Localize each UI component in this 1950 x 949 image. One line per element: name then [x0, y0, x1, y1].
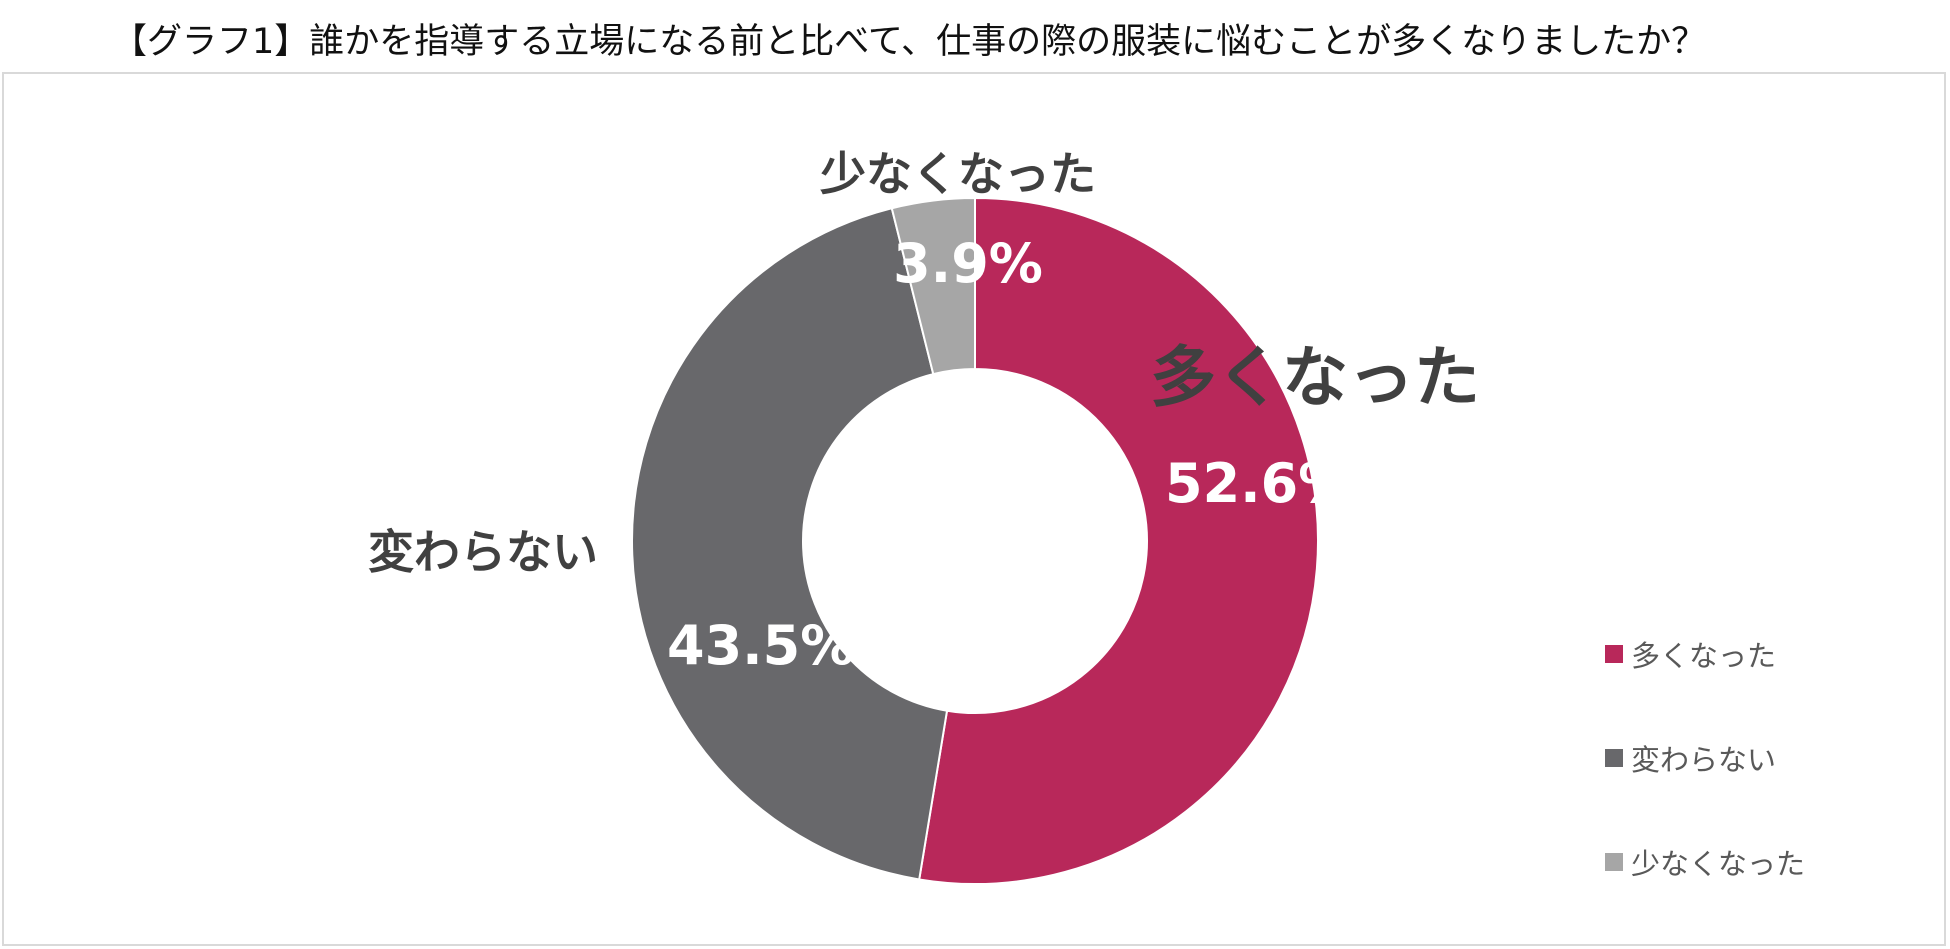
legend-label-fewer: 少なくなった — [1631, 847, 1805, 881]
value-label-more: 52.6% — [1165, 452, 1352, 515]
slice-more — [918, 196, 1319, 885]
slice-fewer — [890, 196, 976, 376]
legend-label-more: 多くなった — [1631, 639, 1776, 673]
value-label-unchanged: 43.5% — [667, 614, 854, 677]
legend-swatch-more — [1605, 645, 1623, 663]
legend-swatch-unchanged — [1605, 749, 1623, 767]
legend-swatch-fewer — [1605, 853, 1623, 871]
legend-label-unchanged: 変わらない — [1631, 743, 1776, 777]
value-label-fewer: 3.9% — [893, 232, 1043, 295]
category-label-unchanged: 変わらない — [368, 525, 598, 579]
chart-title: 【グラフ1】誰かを指導する立場になる前と比べて、仕事の際の服装に悩むことが多くな… — [112, 22, 1707, 62]
category-label-more: 多くなった — [1150, 339, 1480, 416]
category-label-fewer: 少なくなった — [820, 147, 1096, 201]
slice-unchanged — [631, 207, 949, 881]
